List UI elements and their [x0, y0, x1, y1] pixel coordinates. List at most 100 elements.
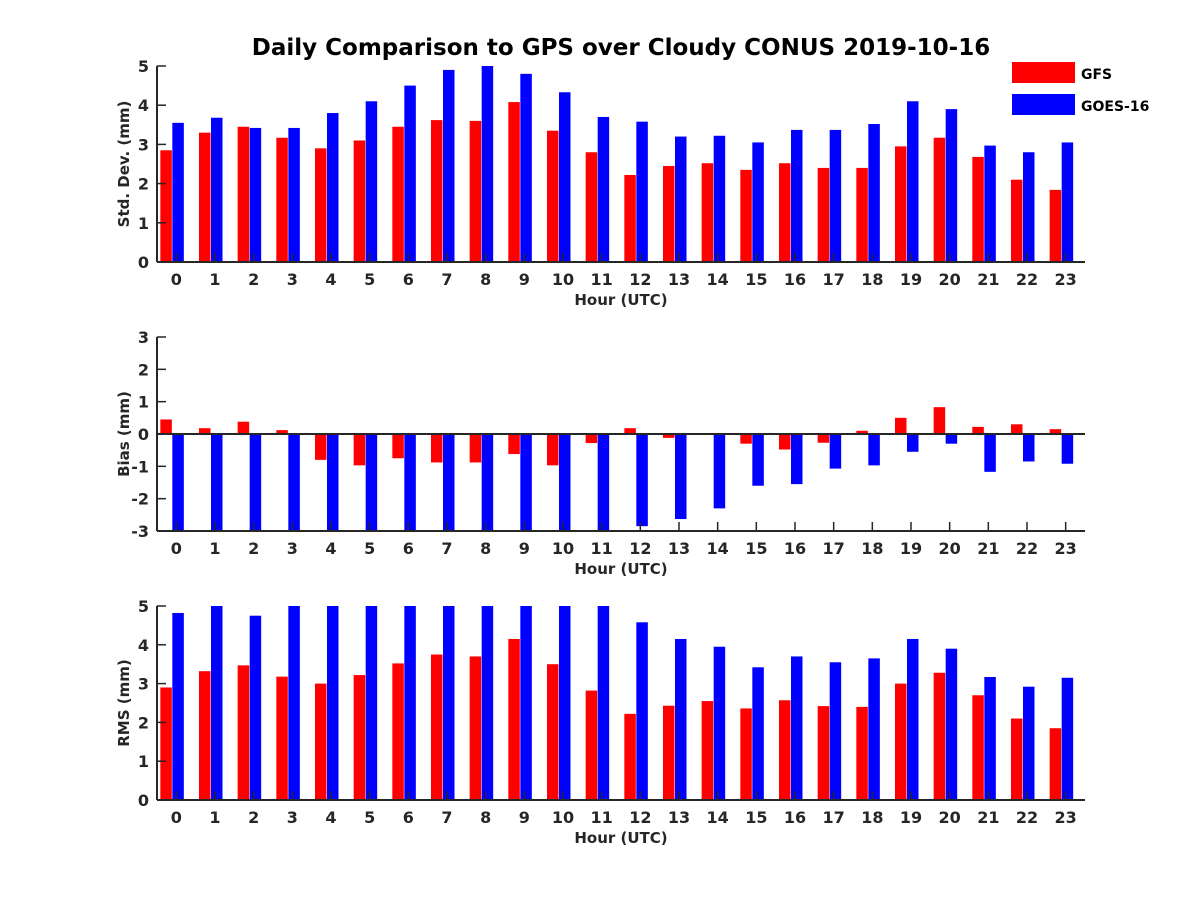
- x-tick-label: 15: [745, 808, 767, 827]
- x-tick-label: 17: [823, 270, 845, 289]
- bar-goes16-hour-13: [675, 638, 687, 800]
- bar-goes16-hour-0: [172, 122, 184, 262]
- legend: GFS GOES-16: [1012, 62, 1149, 115]
- bar-goes16-hour-15: [752, 434, 764, 486]
- bar-gfs-hour-13: [663, 434, 675, 438]
- bar-goes16-hour-14: [713, 646, 726, 800]
- bar-gfs-hour-20: [933, 672, 946, 800]
- legend-swatch-goes16: [1012, 94, 1075, 115]
- x-tick-label: 22: [1016, 270, 1038, 289]
- x-tick-label: 4: [325, 270, 336, 289]
- bar-gfs-hour-3: [276, 430, 288, 434]
- x-tick-label: 7: [441, 539, 452, 558]
- x-tick-label: 12: [629, 539, 651, 558]
- bar-goes16-hour-17: [829, 129, 842, 262]
- y-tick-label: 1: [138, 393, 149, 412]
- bar-goes16-hour-17: [829, 434, 842, 469]
- legend-label-gfs: GFS: [1081, 67, 1112, 83]
- x-tick-label: 5: [364, 539, 375, 558]
- x-axis-label: Hour (UTC): [574, 560, 667, 578]
- bar-goes16-hour-16: [791, 656, 803, 800]
- bar-goes16-hour-11: [597, 606, 610, 800]
- x-tick-label: 9: [519, 539, 530, 558]
- bar-goes16-hour-8: [481, 606, 494, 800]
- bar-goes16-hour-10: [559, 92, 571, 262]
- bar-goes16-hour-3: [288, 434, 300, 531]
- bar-goes16-hour-5: [365, 606, 378, 800]
- bar-goes16-hour-20: [945, 434, 958, 444]
- bar-goes16-hour-19: [907, 101, 919, 262]
- bar-goes16-hour-7: [443, 434, 455, 531]
- y-tick-label: 4: [138, 636, 149, 655]
- x-tick-label: 4: [325, 808, 336, 827]
- y-tick-label: 3: [138, 675, 149, 694]
- x-tick-label: 19: [900, 539, 922, 558]
- bar-gfs-hour-2: [237, 126, 250, 262]
- x-tick-label: 2: [248, 270, 259, 289]
- bar-gfs-hour-6: [392, 126, 404, 262]
- bar-gfs-hour-10: [547, 130, 559, 262]
- bar-goes16-hour-4: [327, 113, 339, 262]
- x-tick-label: 20: [939, 808, 961, 827]
- x-tick-label: 14: [707, 270, 729, 289]
- bar-goes16-hour-4: [327, 606, 339, 800]
- bar-goes16-hour-3: [288, 606, 300, 800]
- y-tick-label: 5: [138, 57, 149, 76]
- y-tick-label: 4: [138, 96, 149, 115]
- x-tick-label: 9: [519, 808, 530, 827]
- bar-gfs-hour-9: [508, 434, 520, 455]
- bar-goes16-hour-23: [1061, 434, 1074, 464]
- bar-gfs-hour-17: [817, 167, 830, 262]
- bar-gfs-hour-20: [933, 137, 946, 262]
- x-tick-label: 3: [287, 808, 298, 827]
- x-tick-label: 21: [977, 808, 999, 827]
- x-tick-label: 6: [403, 539, 414, 558]
- bar-goes16-hour-6: [404, 434, 416, 531]
- y-tick-label: -1: [131, 457, 149, 476]
- bar-goes16-hour-23: [1061, 677, 1074, 800]
- x-tick-label: 9: [519, 270, 530, 289]
- y-tick-label: 2: [138, 360, 149, 379]
- x-tick-label: 8: [480, 270, 491, 289]
- bar-goes16-hour-20: [945, 109, 958, 263]
- bar-gfs-hour-3: [276, 137, 288, 262]
- y-axis-label: RMS (mm): [115, 659, 133, 746]
- bar-gfs-hour-7: [431, 654, 443, 800]
- bar-gfs-hour-19: [895, 146, 907, 262]
- x-tick-label: 0: [171, 808, 182, 827]
- x-tick-label: 8: [480, 539, 491, 558]
- bar-gfs-hour-15: [740, 169, 752, 262]
- x-tick-label: 23: [1055, 808, 1077, 827]
- x-tick-label: 16: [784, 539, 806, 558]
- x-tick-label: 21: [977, 270, 999, 289]
- bar-gfs-hour-22: [1011, 179, 1023, 262]
- bar-goes16-hour-16: [791, 129, 803, 262]
- bar-gfs-hour-12: [624, 174, 636, 262]
- bar-gfs-hour-4: [315, 434, 327, 460]
- x-tick-label: 11: [591, 539, 613, 558]
- bar-gfs-hour-7: [431, 120, 443, 262]
- bar-gfs-hour-13: [663, 705, 675, 800]
- bar-gfs-hour-1: [199, 671, 211, 800]
- bar-goes16-hour-15: [752, 667, 764, 800]
- y-tick-label: 2: [138, 713, 149, 732]
- x-axis-label: Hour (UTC): [574, 291, 667, 309]
- bar-goes16-hour-9: [520, 606, 532, 800]
- bar-goes16-hour-11: [597, 434, 610, 531]
- bar-goes16-hour-6: [404, 606, 416, 800]
- bar-gfs-hour-22: [1011, 718, 1023, 800]
- bar-goes16-hour-11: [597, 116, 610, 263]
- bar-gfs-hour-6: [392, 663, 404, 800]
- x-tick-label: 15: [745, 539, 767, 558]
- x-tick-label: 1: [209, 270, 220, 289]
- bar-gfs-hour-4: [315, 683, 327, 800]
- bar-goes16-hour-17: [829, 662, 842, 800]
- bar-goes16-hour-22: [1023, 686, 1035, 800]
- bar-goes16-hour-9: [520, 434, 532, 531]
- x-tick-label: 5: [364, 270, 375, 289]
- x-tick-label: 5: [364, 808, 375, 827]
- bar-goes16-hour-7: [443, 606, 455, 800]
- bar-goes16-hour-15: [752, 142, 764, 262]
- y-tick-label: 0: [138, 791, 149, 810]
